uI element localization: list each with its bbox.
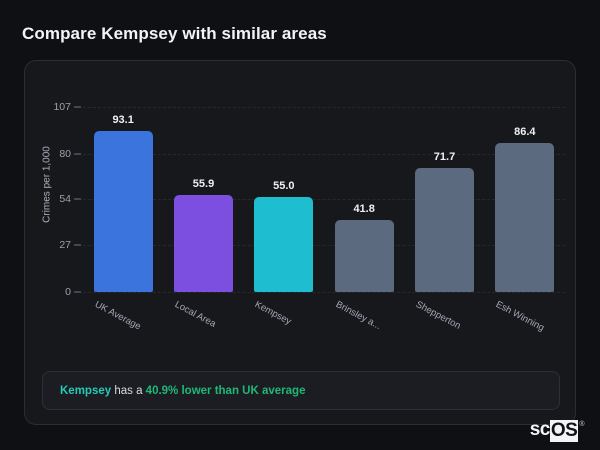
gridline	[83, 292, 565, 293]
note-area-name: Kempsey	[60, 384, 112, 397]
note-middle-text: has a	[111, 384, 146, 397]
gridline	[83, 245, 565, 247]
gridline	[83, 153, 565, 155]
gridline	[83, 107, 565, 108]
bar[interactable]	[174, 195, 233, 292]
bar-chart: Crimes per 1,000 0 27 54 80 107 93.1 UK Avera…	[25, 61, 577, 353]
y-tick-label: 80	[59, 147, 71, 160]
x-category-label: Shepperton	[413, 299, 463, 332]
y-tick-label: 54	[59, 192, 71, 205]
bar-value-label: 71.7	[433, 151, 456, 164]
gridline	[83, 198, 565, 200]
bar-series: 93.1 UK Average 55.9 Local Area 55.0 Kempsey 4…	[83, 107, 565, 334]
y-tick-label: 107	[53, 101, 71, 113]
bar-value-label: 86.4	[514, 125, 536, 138]
bar-value-label: 55.0	[273, 179, 295, 192]
logo-prefix: sc	[529, 419, 551, 440]
bar[interactable]	[415, 168, 474, 292]
y-tick-mark	[74, 244, 81, 246]
x-category-label: Local Area	[172, 299, 218, 330]
x-category-label: Brinsley a...	[333, 299, 383, 333]
bar-value-label: 41.8	[353, 202, 375, 215]
bar[interactable]	[254, 196, 314, 292]
y-axis-title: Crimes per 1,000	[41, 146, 53, 223]
scos-logo: sc OS ®	[530, 420, 584, 442]
bar-value-label: 93.1	[112, 114, 134, 127]
bar-group[interactable]: 55.0 Kempsey	[253, 107, 314, 327]
page-title: Compare Kempsey with similar areas	[22, 24, 327, 43]
comparison-note-text: Kempsey has a 40.9% lower than UK averag…	[43, 385, 305, 397]
bar-group[interactable]: 86.4 Esh Winning	[494, 107, 555, 334]
bar[interactable]	[495, 142, 555, 292]
logo-mark: OS	[549, 420, 579, 442]
y-tick-mark	[74, 291, 81, 293]
comparison-card: Crimes per 1,000 0 27 54 80 107 93.1 UK Avera…	[24, 60, 576, 425]
x-category-label: Esh Winning	[494, 299, 547, 334]
bar[interactable]	[93, 131, 153, 292]
y-tick-label: 27	[59, 239, 71, 252]
y-tick-label: 0	[65, 286, 71, 298]
bar-group[interactable]: 55.9 Local Area	[173, 107, 233, 330]
y-tick-mark	[74, 198, 81, 200]
registered-trademark-icon: ®	[579, 421, 584, 428]
x-category-label: UK Average	[92, 299, 143, 333]
x-category-label: Kempsey	[253, 299, 294, 328]
bar[interactable]	[334, 219, 394, 292]
bar-group[interactable]: 41.8 Brinsley a...	[333, 107, 394, 332]
y-tick-mark	[74, 153, 81, 155]
plot-area: 0 27 54 80 107 93.1 UK Average 55.9 Local Area 5…	[53, 101, 565, 334]
bar-group[interactable]: 71.7 Shepperton	[414, 107, 474, 332]
bar-group[interactable]: 93.1 UK Average	[92, 107, 153, 332]
y-tick-mark	[74, 106, 81, 108]
note-delta-text: 40.9% lower than UK average	[145, 384, 306, 397]
comparison-note: Kempsey has a 40.9% lower than UK averag…	[42, 371, 560, 410]
bar-value-label: 55.9	[192, 178, 215, 191]
